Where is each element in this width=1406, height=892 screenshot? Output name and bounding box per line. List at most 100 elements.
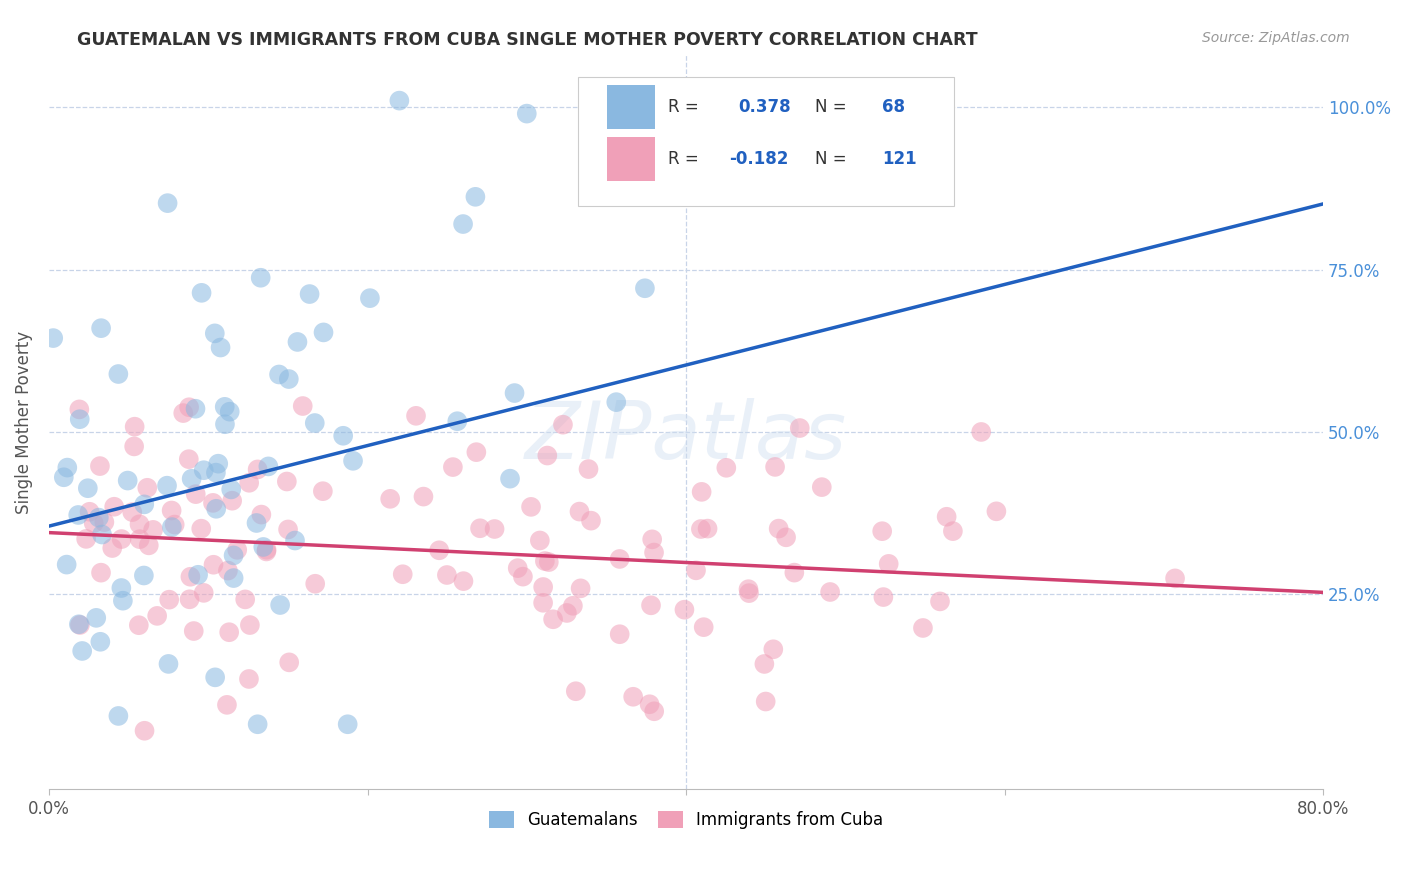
Point <box>762 642 785 657</box>
Point <box>233 592 256 607</box>
Text: -0.182: -0.182 <box>730 151 789 169</box>
Point <box>638 698 661 712</box>
Point <box>222 571 245 585</box>
Point <box>183 624 205 638</box>
Point <box>929 594 952 608</box>
Point <box>160 520 183 534</box>
Point <box>555 606 578 620</box>
Point <box>609 552 631 566</box>
Point <box>93 515 115 529</box>
Point <box>190 522 212 536</box>
Point <box>246 717 269 731</box>
Point <box>122 439 145 453</box>
Point <box>201 496 224 510</box>
Point <box>101 541 124 555</box>
Point <box>737 582 759 597</box>
Point <box>70 644 93 658</box>
Point <box>436 568 458 582</box>
Point <box>451 217 474 231</box>
Point <box>276 475 298 489</box>
Legend: Guatemalans, Immigrants from Cuba: Guatemalans, Immigrants from Cuba <box>482 805 890 836</box>
Point <box>215 698 238 712</box>
Point <box>484 522 506 536</box>
Point <box>506 561 529 575</box>
Point <box>157 592 180 607</box>
Point <box>69 618 91 632</box>
FancyBboxPatch shape <box>578 78 953 206</box>
Point <box>52 470 75 484</box>
Point <box>641 533 664 547</box>
Point <box>391 567 413 582</box>
Point <box>75 532 97 546</box>
Point <box>685 563 707 577</box>
Text: Source: ZipAtlas.com: Source: ZipAtlas.com <box>1202 31 1350 45</box>
Point <box>609 627 631 641</box>
Point <box>304 576 326 591</box>
Text: R =: R = <box>668 151 704 169</box>
Point <box>568 505 591 519</box>
Point <box>218 405 240 419</box>
Point <box>134 497 156 511</box>
Point <box>643 704 665 718</box>
Point <box>446 414 468 428</box>
Point <box>380 491 402 506</box>
Point <box>578 462 600 476</box>
Point <box>503 386 526 401</box>
Point <box>291 399 314 413</box>
Point <box>202 558 225 572</box>
Point <box>312 326 335 340</box>
Point <box>111 593 134 607</box>
Point <box>287 334 309 349</box>
Point <box>872 590 894 604</box>
Point <box>238 672 260 686</box>
Point <box>219 483 242 497</box>
Point <box>755 694 778 708</box>
Point <box>690 484 713 499</box>
Point <box>246 462 269 476</box>
Point <box>810 480 832 494</box>
Point <box>716 460 738 475</box>
Point <box>128 618 150 632</box>
Point <box>870 524 893 539</box>
Point <box>55 558 77 572</box>
Point <box>529 533 551 548</box>
Point <box>579 514 602 528</box>
Point <box>254 544 277 558</box>
Point <box>163 517 186 532</box>
Point <box>107 709 129 723</box>
Point <box>134 723 156 738</box>
Point <box>132 568 155 582</box>
Point <box>245 516 267 530</box>
Point <box>184 401 207 416</box>
Point <box>76 481 98 495</box>
Point <box>214 417 236 432</box>
Point <box>565 684 588 698</box>
Point <box>643 545 665 559</box>
Point <box>911 621 934 635</box>
Point <box>818 585 841 599</box>
Point <box>342 454 364 468</box>
Point <box>218 625 240 640</box>
Point <box>520 500 543 514</box>
Point <box>537 555 560 569</box>
Point <box>87 510 110 524</box>
Point <box>146 608 169 623</box>
Point <box>256 542 278 557</box>
Point <box>673 603 696 617</box>
Point <box>789 421 811 435</box>
Point <box>67 508 90 522</box>
FancyBboxPatch shape <box>607 85 655 128</box>
Point <box>205 466 228 480</box>
Point <box>56 460 79 475</box>
Point <box>177 452 200 467</box>
Point <box>763 459 786 474</box>
Point <box>90 321 112 335</box>
Point <box>238 475 260 490</box>
Point <box>278 656 301 670</box>
Point <box>179 401 201 415</box>
Point <box>336 717 359 731</box>
Point <box>160 503 183 517</box>
Point <box>250 508 273 522</box>
Point <box>621 690 644 704</box>
Point <box>427 543 450 558</box>
